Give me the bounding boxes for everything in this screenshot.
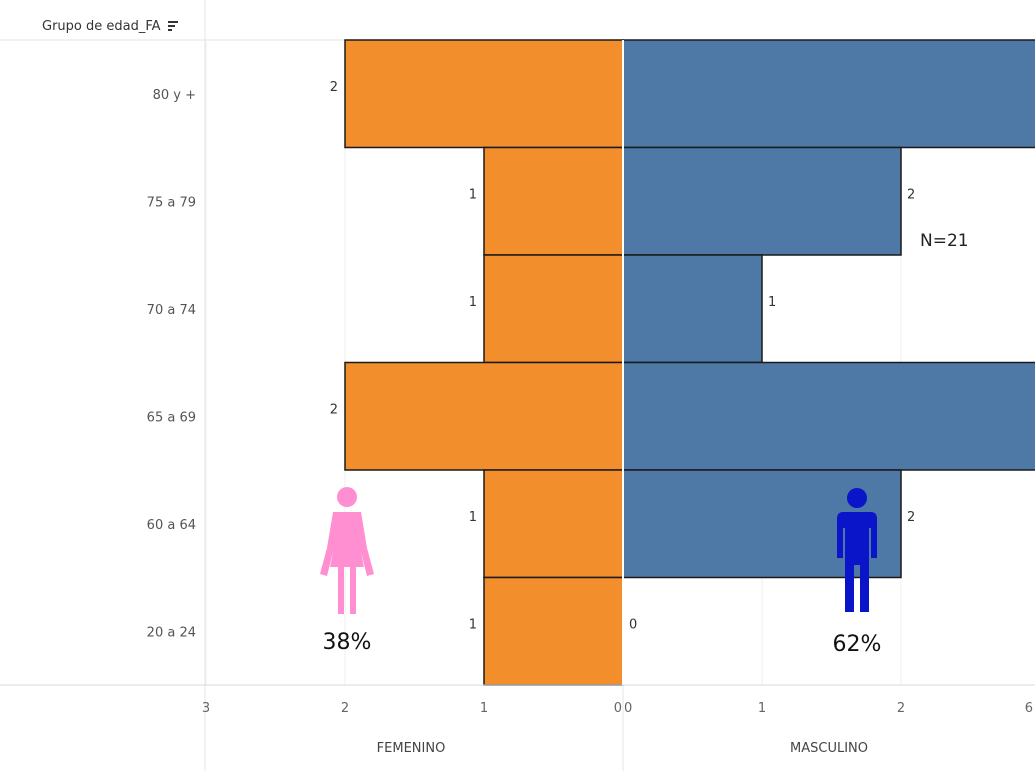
category-label: 20 a 24 [147,625,196,640]
x-tick-femenino: 0 [614,701,622,716]
x-tick-femenino: 3 [202,701,210,716]
data-label-masculino: 2 [907,510,915,525]
dimension-label[interactable]: Grupo de edad_FA [42,19,161,34]
category-labels: 80 y + 75 a 79 70 a 74 65 a 69 60 a 64 20 a 2… [147,88,196,641]
bar-femenino[interactable] [344,361,624,471]
male-person-icon [837,488,877,612]
total-count-label: N=21 [920,231,969,251]
bar-masculino[interactable] [622,361,1035,471]
bar-masculino[interactable] [622,254,763,364]
bars [344,39,1035,686]
x-tick-masculino: 0 [624,701,632,716]
bar-femenino[interactable] [344,39,624,149]
bar-masculino[interactable] [622,146,902,256]
category-label: 65 a 69 [147,410,196,425]
data-label-masculino: 1 [768,295,776,310]
x-tick-femenino: 1 [480,701,488,716]
male-percentage: 62% [833,632,882,657]
category-label: 75 a 79 [147,195,196,210]
axis-ticks: 32100123456 [202,701,1033,716]
category-label: 80 y + [153,88,196,103]
data-label-femenino: 1 [469,510,477,525]
x-tick-femenino: 2 [341,701,349,716]
female-person-icon [320,487,374,614]
x-tick-masculino: 1 [758,701,766,716]
data-label-femenino: 2 [330,80,338,95]
data-label-femenino: 1 [469,187,477,202]
data-labels: 251211231210 [330,80,916,633]
female-percentage: 38% [323,630,372,655]
sort-descending-icon[interactable] [168,21,178,31]
header: Grupo de edad_FA [42,19,178,34]
data-label-masculino: 0 [629,617,637,632]
data-label-femenino: 1 [469,295,477,310]
data-label-masculino: 2 [907,187,915,202]
data-label-femenino: 1 [469,617,477,632]
data-label-femenino: 2 [330,402,338,417]
category-label: 70 a 74 [147,303,196,318]
bar-femenino[interactable] [483,576,624,686]
bar-femenino[interactable] [483,254,624,364]
x-tick-masculino: 2 [897,701,905,716]
bar-femenino[interactable] [483,146,624,256]
x-tick-masculino: 6 [1025,701,1033,716]
panel-label-femenino: FEMENINO [377,741,446,756]
bar-femenino[interactable] [483,469,624,579]
category-label: 60 a 64 [147,518,196,533]
bar-masculino[interactable] [622,39,1035,149]
panel-label-masculino: MASCULINO [790,741,868,756]
